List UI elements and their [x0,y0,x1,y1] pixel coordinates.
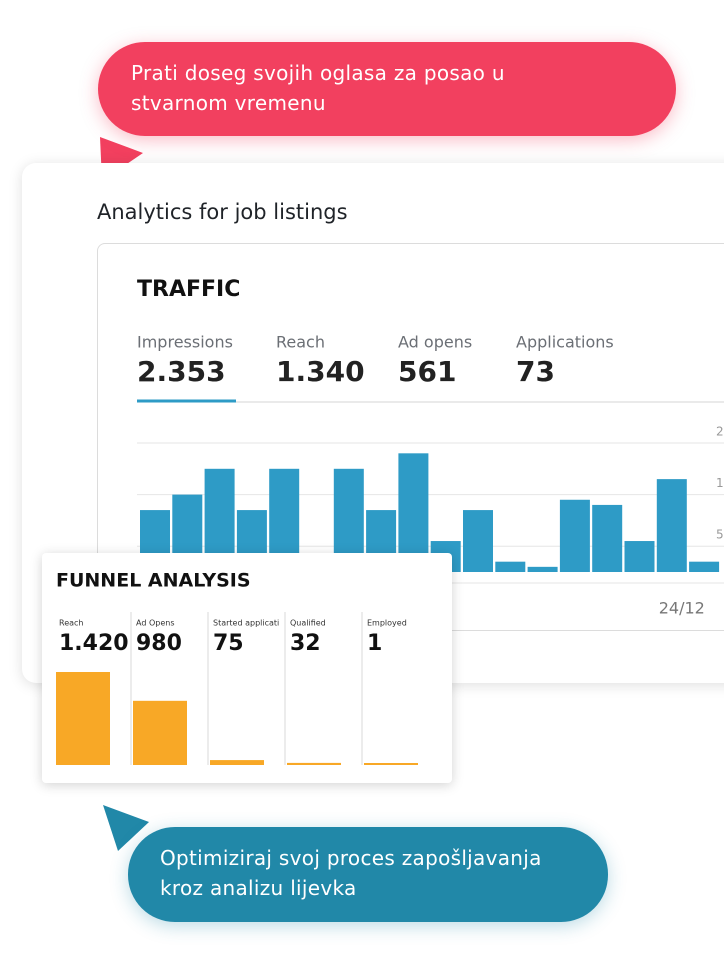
category-label: Ad Opens [136,619,175,628]
metric-label: Applications [516,333,614,352]
bar [527,566,558,572]
metric-label: Impressions [137,333,233,352]
callout: Prati doseg svojih oglasa za posao u stv… [98,42,676,136]
bar [56,672,110,765]
category-label: Reach [59,619,84,628]
bar [463,510,493,572]
bar [592,504,623,572]
chart-title: FUNNEL ANALYSIS [56,570,251,592]
y-tick-label: 5 [716,528,724,542]
bar [210,760,264,765]
callout-tail [103,805,149,851]
funnel-card: FUNNEL ANALYSIS Reach 1.420 Ad Opens 980 Star… [42,553,452,783]
category-label: Qualified [290,619,326,628]
value-label: 32 [290,631,321,656]
value-label: 980 [136,631,182,656]
bar [689,561,720,572]
x-tick-label: 24/12 [659,599,705,618]
bar [364,763,418,765]
value-label: 1.420 [59,631,129,656]
y-tick-label: 15 [716,476,724,490]
metric-value: 1.340 [276,355,365,388]
metric-value: 2.353 [137,355,226,388]
callout: Optimiziraj svoj proces zapošljavanja kr… [128,827,608,922]
bar [398,453,429,572]
category-label: Started applicati [213,619,279,628]
bar [624,541,655,572]
metric-value: 561 [398,355,456,388]
bar [287,762,341,765]
metric-label: Reach [276,333,325,352]
y-tick-label: 25 [716,425,724,439]
bar [559,499,590,572]
bar [133,700,187,765]
category-label: Employed [367,619,407,628]
value-label: 1 [367,631,382,656]
metric-label: Ad opens [398,333,472,352]
card-title: Analytics for job listings [97,200,348,224]
metric-value: 73 [516,355,555,388]
bar [495,561,526,572]
value-label: 75 [213,631,244,656]
bar [656,479,687,572]
chart-title: TRAFFIC [137,277,240,302]
